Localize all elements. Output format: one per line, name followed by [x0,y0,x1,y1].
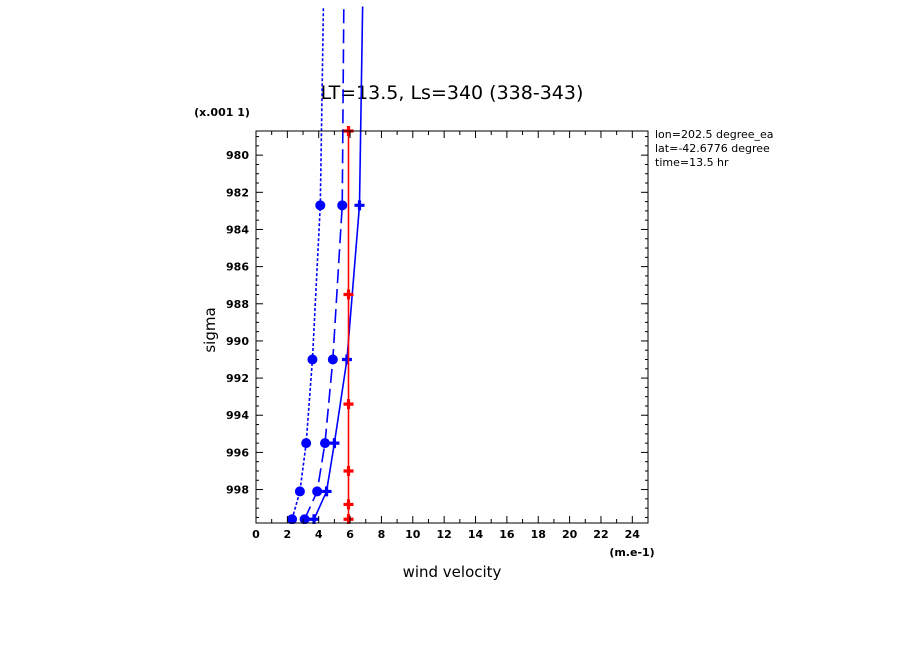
y-tick-label: 980 [226,149,249,162]
chart-title: LT=13.5, Ls=340 (338-343) [321,82,584,104]
x-tick-label: 8 [378,528,386,541]
x-tick-label: 24 [625,528,641,541]
series-1-point [315,200,326,211]
annotation-lat: lat=-42.6776 degree [655,142,770,155]
y-tick-label: 982 [226,186,249,199]
y-tick-label: 998 [226,484,249,497]
series-4-point [343,399,354,410]
series-2-point [299,514,310,524]
x-tick-label: 0 [252,528,260,541]
series-1-point [287,514,298,524]
y-tick-label: 984 [226,223,249,236]
annotation-time: time=13.5 hr [655,156,729,169]
series-2-point [337,200,348,211]
y-unit-label: (x.001 1) [194,106,250,119]
y-tick-label: 992 [226,372,249,385]
annotation-lon: lon=202.5 degree_ea [655,128,774,141]
x-tick-label: 2 [284,528,292,541]
series-4-point [343,465,354,476]
series-3-point [329,438,340,449]
y-tick-label: 994 [226,409,249,422]
x-axis-label: wind velocity [403,563,502,581]
series-line-3 [313,6,364,520]
series-3-point [341,354,352,365]
plot-frame [255,130,649,524]
y-tick-label: 990 [226,335,249,348]
x-tick-label: 22 [593,528,608,541]
axes-layer: 0 2 4 6 8 10 12 14 16 18 20 22 249809829849869889909… [226,131,649,541]
x-tick-label: 18 [531,528,546,541]
x-tick-label: 14 [468,528,484,541]
series-2-point [312,486,323,497]
x-unit-label: (m.e-1) [609,546,654,559]
x-tick-label: 12 [437,528,452,541]
y-tick-label: 986 [226,261,249,274]
y-tick-label: 988 [226,298,249,311]
series-1-point [301,438,312,449]
x-tick-label: 4 [315,528,323,541]
x-tick-label: 6 [346,528,354,541]
series-4-point [343,499,354,510]
series-1-point [307,354,318,365]
y-axis-label: sigma [201,307,219,352]
series-3-point [321,486,332,497]
series-3-point [354,200,365,211]
series-1-point [294,486,305,497]
plot-layer [287,6,365,524]
x-tick-label: 16 [499,528,515,541]
y-tick-label: 996 [226,446,249,459]
series-4-point [343,289,354,300]
series-2-point [327,354,338,365]
x-tick-label: 10 [405,528,421,541]
series-2-point [319,438,330,449]
x-tick-label: 20 [562,528,578,541]
series-line-2 [303,6,345,520]
